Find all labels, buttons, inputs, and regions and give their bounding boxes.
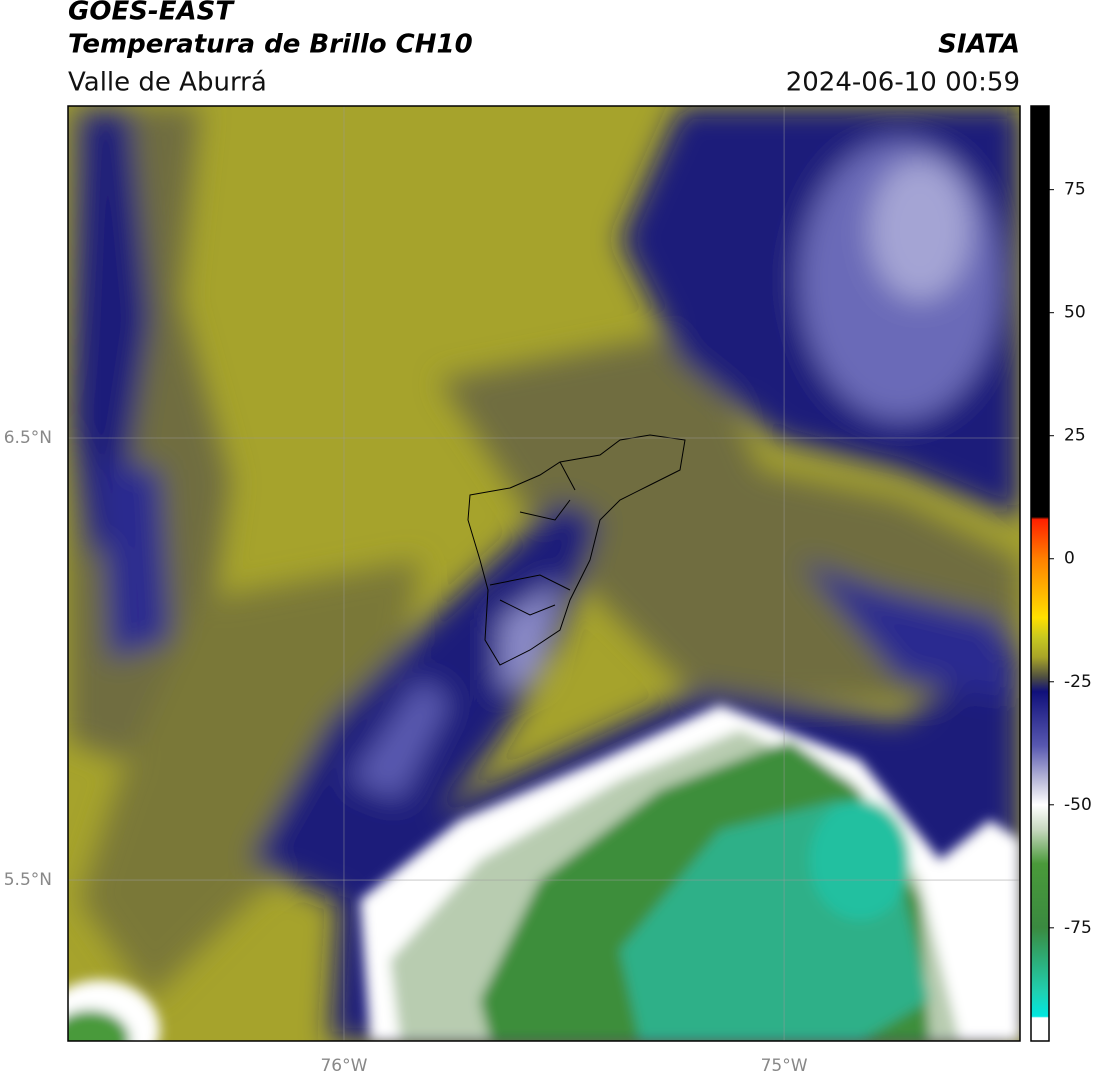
colorbar-tick-label: 0: [1064, 549, 1075, 569]
x-tick-label: 75°W: [761, 1056, 808, 1076]
region: Valle de Aburrá: [68, 68, 267, 98]
colorbar: [1030, 105, 1050, 1042]
colorbar-tick-label: -75: [1064, 918, 1092, 938]
map-image: [68, 106, 1020, 1041]
timestamp: 2024-06-10 00:59: [786, 68, 1020, 98]
title: GOES-EAST: [68, 0, 235, 27]
source: SIATA: [938, 30, 1020, 60]
y-tick-label: 6.5°N: [4, 428, 52, 448]
y-tick-label: 5.5°N: [4, 870, 52, 890]
x-tick-label: 76°W: [320, 1056, 367, 1076]
subtitle: Temperatura de Brillo CH10: [68, 30, 473, 60]
colorbar-tick-label: 50: [1064, 303, 1086, 323]
colorbar-tick-label: 25: [1064, 426, 1086, 446]
colorbar-tick-label: -25: [1064, 672, 1092, 692]
map-frame: [67, 105, 1021, 1042]
colorbar-tick-label: -50: [1064, 795, 1092, 815]
colorbar-tick-label: 75: [1064, 180, 1086, 200]
